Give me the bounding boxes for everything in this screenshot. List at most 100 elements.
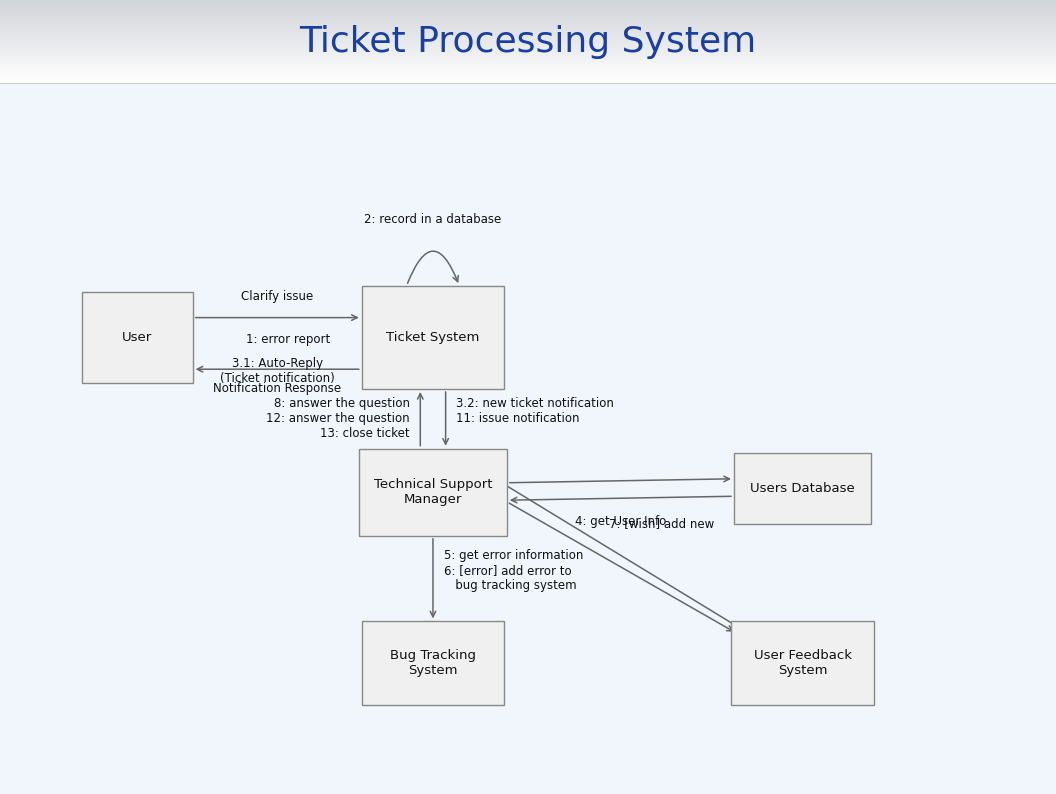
Bar xyxy=(0,57,1056,59)
Bar xyxy=(0,54,1056,55)
Bar xyxy=(0,70,1056,71)
Bar xyxy=(0,26,1056,27)
Bar xyxy=(0,46,1056,47)
Bar xyxy=(0,53,1056,54)
Bar xyxy=(0,13,1056,14)
Bar xyxy=(0,71,1056,72)
Bar xyxy=(0,19,1056,20)
Bar xyxy=(0,79,1056,80)
Bar xyxy=(0,25,1056,26)
Bar xyxy=(0,68,1056,69)
FancyBboxPatch shape xyxy=(361,621,505,705)
Bar xyxy=(0,63,1056,64)
Bar xyxy=(0,47,1056,48)
Bar xyxy=(0,31,1056,32)
Bar xyxy=(0,2,1056,3)
Bar xyxy=(0,28,1056,29)
Bar xyxy=(0,51,1056,52)
Text: 5: get error information
6: [error] add error to
   bug tracking system: 5: get error information 6: [error] add … xyxy=(444,549,583,592)
Bar xyxy=(0,83,1056,794)
Bar xyxy=(0,61,1056,62)
Bar xyxy=(0,23,1056,24)
Text: Technical Support
Manager: Technical Support Manager xyxy=(374,478,492,507)
Bar xyxy=(0,41,1056,43)
Bar xyxy=(0,76,1056,77)
Text: Clarify issue: Clarify issue xyxy=(241,291,314,303)
Bar xyxy=(0,20,1056,21)
Bar xyxy=(0,78,1056,79)
Bar xyxy=(0,66,1056,67)
Bar xyxy=(0,75,1056,76)
Bar xyxy=(0,73,1056,74)
Bar xyxy=(0,44,1056,45)
Bar xyxy=(0,52,1056,53)
Bar xyxy=(0,21,1056,22)
Bar xyxy=(0,50,1056,51)
Bar xyxy=(0,0,1056,1)
Bar xyxy=(0,80,1056,81)
Text: Notification Response: Notification Response xyxy=(213,382,341,395)
Text: 8: answer the question
12: answer the question
13: close ticket: 8: answer the question 12: answer the qu… xyxy=(266,397,410,441)
Bar xyxy=(0,49,1056,50)
Text: User Feedback
System: User Feedback System xyxy=(754,649,851,677)
Bar xyxy=(0,60,1056,61)
Bar xyxy=(0,69,1056,70)
Bar xyxy=(0,9,1056,10)
Bar xyxy=(0,40,1056,41)
Bar xyxy=(0,33,1056,34)
Bar xyxy=(0,62,1056,63)
Bar xyxy=(0,1,1056,2)
Bar xyxy=(0,81,1056,82)
Text: Ticket Processing System: Ticket Processing System xyxy=(299,25,757,59)
Bar xyxy=(0,5,1056,6)
Text: Users Database: Users Database xyxy=(750,482,855,495)
Bar xyxy=(0,7,1056,9)
Text: 2: record in a database: 2: record in a database xyxy=(364,214,502,226)
Bar xyxy=(0,74,1056,75)
Bar xyxy=(0,55,1056,56)
Bar xyxy=(0,67,1056,68)
Bar xyxy=(0,10,1056,11)
Bar xyxy=(0,56,1056,57)
FancyBboxPatch shape xyxy=(734,453,871,524)
Bar xyxy=(0,59,1056,60)
Bar xyxy=(0,43,1056,44)
Bar xyxy=(0,72,1056,73)
Bar xyxy=(0,36,1056,37)
Bar xyxy=(0,64,1056,65)
Text: Bug Tracking
System: Bug Tracking System xyxy=(390,649,476,677)
Bar xyxy=(0,39,1056,40)
Bar xyxy=(0,38,1056,39)
Bar xyxy=(0,3,1056,4)
Bar xyxy=(0,14,1056,15)
Text: 4: get User Info: 4: get User Info xyxy=(574,515,666,527)
Bar xyxy=(0,24,1056,25)
Bar xyxy=(0,16,1056,17)
FancyBboxPatch shape xyxy=(731,621,874,705)
Bar xyxy=(0,29,1056,30)
Bar xyxy=(0,30,1056,31)
Bar xyxy=(0,32,1056,33)
Bar xyxy=(0,17,1056,18)
Bar xyxy=(0,12,1056,13)
Bar xyxy=(0,18,1056,19)
Bar xyxy=(0,35,1056,36)
Bar xyxy=(0,65,1056,66)
Bar xyxy=(0,4,1056,5)
Bar xyxy=(0,82,1056,83)
Bar xyxy=(0,11,1056,12)
Bar xyxy=(0,22,1056,23)
Text: 3.2: new ticket notification
11: issue notification: 3.2: new ticket notification 11: issue n… xyxy=(456,397,615,425)
Text: Ticket System: Ticket System xyxy=(386,331,479,344)
Bar xyxy=(0,48,1056,49)
Text: User: User xyxy=(122,331,152,344)
Bar xyxy=(0,45,1056,46)
FancyBboxPatch shape xyxy=(82,292,192,384)
Bar xyxy=(0,27,1056,28)
FancyBboxPatch shape xyxy=(359,449,507,536)
Bar xyxy=(0,15,1056,16)
Text: 1: error report: 1: error report xyxy=(246,333,329,346)
Bar xyxy=(0,34,1056,35)
Text: 7: [wish] add new: 7: [wish] add new xyxy=(608,517,714,530)
Bar xyxy=(0,77,1056,78)
